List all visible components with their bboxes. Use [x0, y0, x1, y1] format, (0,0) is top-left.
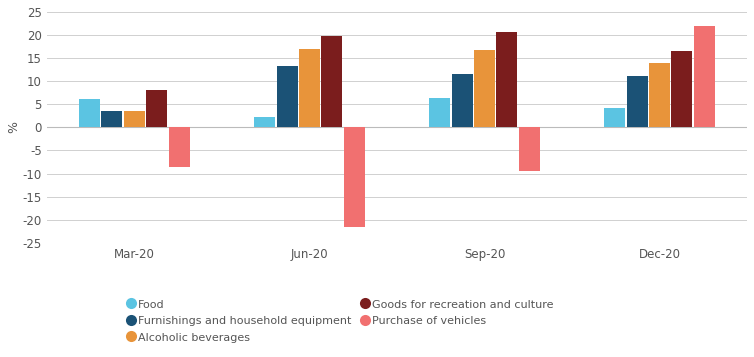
Bar	[627, 76, 648, 127]
Y-axis label: %: %	[7, 121, 20, 134]
Legend: Food, Furnishings and household equipment, Alcoholic beverages, Goods for recrea: Food, Furnishings and household equipmen…	[128, 299, 554, 342]
Bar	[277, 66, 298, 127]
Bar	[344, 127, 365, 227]
Bar	[146, 90, 167, 127]
Bar	[299, 49, 320, 127]
Bar	[496, 32, 517, 127]
Bar	[452, 74, 473, 127]
Bar	[649, 63, 670, 127]
Bar	[694, 26, 715, 127]
Bar	[102, 111, 122, 127]
Bar	[604, 107, 625, 127]
Bar	[321, 36, 342, 127]
Bar	[671, 51, 692, 127]
Bar	[429, 98, 450, 127]
Bar	[169, 127, 190, 167]
Bar	[474, 50, 495, 127]
Bar	[124, 111, 145, 127]
Bar	[79, 99, 100, 127]
Bar	[254, 117, 275, 127]
Bar	[519, 127, 540, 171]
